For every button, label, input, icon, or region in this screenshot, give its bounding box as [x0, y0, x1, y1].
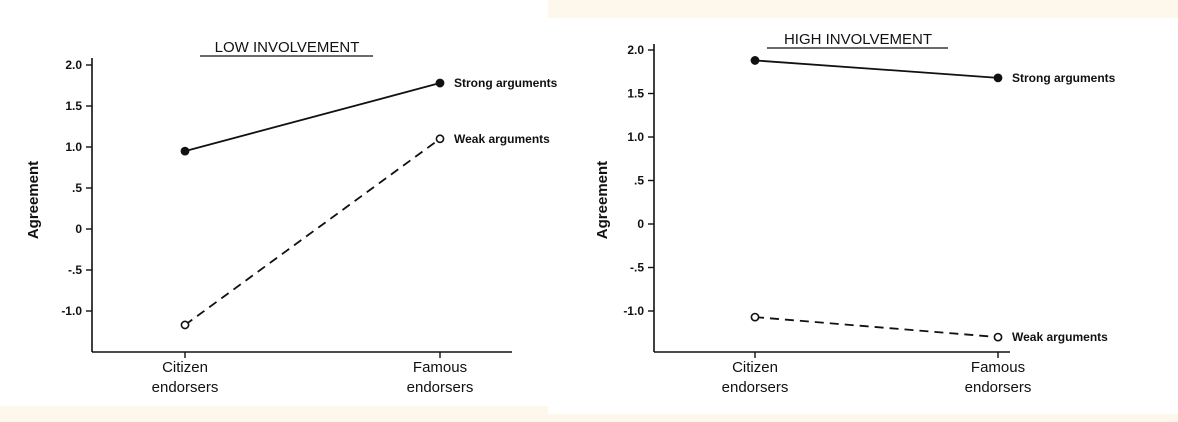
chart-title: HIGH INVOLVEMENT	[784, 31, 932, 48]
series-label: Weak arguments	[454, 132, 550, 146]
data-point	[180, 320, 190, 330]
series-line	[754, 316, 999, 338]
chart-title: LOW INVOLVEMENT	[215, 39, 360, 56]
y-tick-label: -1.0	[61, 304, 82, 318]
y-tick-label: 1.5	[627, 87, 644, 101]
data-point	[435, 134, 445, 144]
x-category-label: Citizen endorsers	[152, 359, 219, 396]
data-point	[993, 73, 1003, 83]
series-line	[754, 59, 999, 79]
x-category-label-line: Famous	[971, 359, 1025, 376]
y-tick-label: 2.0	[627, 43, 644, 57]
series-line	[184, 82, 441, 152]
x-category-label-line: endorsers	[407, 379, 474, 396]
y-tick-label: .5	[72, 181, 82, 195]
data-point	[993, 332, 1003, 342]
data-point	[750, 312, 760, 322]
series-label: Strong arguments	[454, 76, 558, 90]
series-line	[184, 138, 441, 326]
series-label: Strong arguments	[1012, 71, 1116, 85]
right-panel-background	[548, 18, 1178, 414]
x-category-label-line: endorsers	[965, 379, 1032, 396]
data-point	[180, 146, 190, 156]
y-tick-label: 1.0	[627, 130, 644, 144]
y-tick-label: 0	[75, 222, 82, 236]
x-category-label: Famous endorsers	[407, 359, 474, 396]
x-category-label-line: Citizen	[732, 359, 778, 376]
x-category-label-line: Famous	[413, 359, 467, 376]
x-category-label-line: Citizen	[162, 359, 208, 376]
y-tick-label: -1.0	[623, 304, 644, 318]
y-tick-label: .5	[634, 174, 644, 188]
y-tick-label: 2.0	[65, 58, 82, 72]
x-category-label: Famous endorsers	[965, 359, 1032, 396]
y-axis-title: Agreement	[594, 161, 611, 239]
y-tick-label: -.5	[68, 263, 82, 277]
y-axis-title: Agreement	[25, 161, 42, 239]
series-label: Weak arguments	[1012, 330, 1108, 344]
x-category-label-line: endorsers	[152, 379, 219, 396]
y-tick-label: -.5	[630, 261, 644, 275]
data-point	[750, 56, 760, 65]
x-category-label-line: endorsers	[722, 379, 789, 396]
data-point	[435, 78, 445, 88]
y-tick-label: 0	[637, 217, 644, 231]
x-category-label: Citizen endorsers	[722, 359, 789, 396]
y-tick-label: 1.5	[65, 99, 82, 113]
y-tick-label: 1.0	[65, 140, 82, 154]
